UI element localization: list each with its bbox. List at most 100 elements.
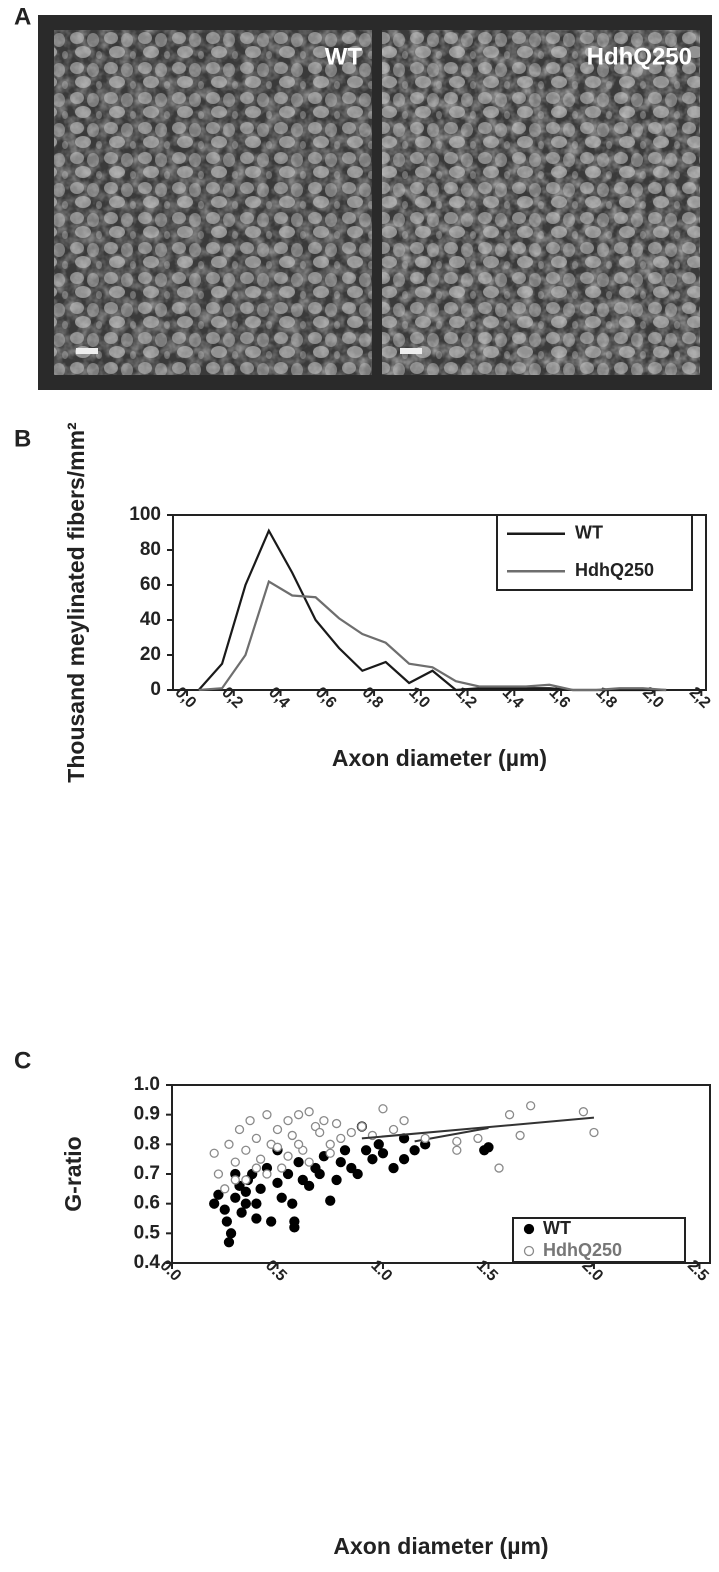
scatter-point [346, 1162, 357, 1174]
scatter-point [314, 1168, 325, 1180]
scatter-point [357, 1121, 367, 1132]
scatter-point [319, 1115, 329, 1126]
plot-area [172, 514, 707, 691]
scatter-point [277, 1163, 287, 1173]
scatter-point [398, 1154, 410, 1165]
scatter-point [272, 1124, 283, 1135]
scatter-point [578, 1107, 589, 1117]
scatter-point [230, 1192, 241, 1203]
x-tick-label: 2,2 [686, 684, 714, 712]
legend-label: WT [575, 523, 603, 543]
y-tick-label: 80 [140, 539, 161, 560]
scatter-point [367, 1154, 378, 1165]
scatter-point [303, 1180, 315, 1192]
scatter-point [346, 1127, 356, 1138]
legend-swatch [523, 1245, 535, 1257]
scatter-point [283, 1151, 293, 1161]
scatter-point [241, 1145, 251, 1155]
y-tick-label: 0.4 [134, 1252, 161, 1273]
scatter-point [589, 1127, 599, 1138]
scatter-point [225, 1228, 237, 1239]
scatter-point [377, 1148, 389, 1159]
scatter-point [483, 1142, 494, 1153]
scatter-point [325, 1148, 335, 1158]
y-tick-label: 0 [150, 679, 161, 700]
scatter-point [255, 1154, 266, 1164]
scatter-point [315, 1127, 325, 1138]
scatter-point [335, 1156, 346, 1168]
scatter-point [251, 1163, 262, 1173]
scatter-point [272, 1142, 283, 1152]
scatter-point [336, 1133, 346, 1144]
scatter-point [331, 1174, 342, 1186]
x-tick-label: 2.5 [684, 1257, 712, 1285]
scatter-point [304, 1107, 314, 1117]
scatter-point [293, 1156, 304, 1168]
scatter-point [287, 1130, 297, 1141]
scale-bar [400, 348, 422, 354]
x-tick-label: 0,0 [171, 684, 199, 712]
scatter-point [494, 1163, 504, 1173]
scatter-point [360, 1145, 372, 1156]
scatter-point [262, 1169, 272, 1179]
scatter-point [251, 1198, 262, 1209]
scatter-point [209, 1148, 219, 1158]
legend-box [496, 514, 693, 591]
scatter-point [331, 1118, 342, 1129]
scatter-point [266, 1216, 277, 1227]
series-line [198, 579, 667, 692]
y-tick-label: 60 [140, 574, 161, 595]
x-tick-label: 0,4 [265, 684, 293, 712]
scatter-point [240, 1198, 251, 1209]
micrograph-texture [54, 30, 372, 375]
y-tick-label: 0.8 [134, 1133, 160, 1154]
scatter-point [282, 1168, 294, 1180]
legend-label: WT [543, 1218, 571, 1238]
y-axis-title: Thousand meylinated fibers/mm² [63, 422, 89, 783]
scatter-point [276, 1192, 287, 1203]
scatter-point [526, 1101, 536, 1111]
micrograph-label: HdhQ250 [587, 43, 692, 70]
x-axis-title: Axon diameter (µm) [333, 1533, 548, 1559]
x-tick-label: 0,6 [312, 684, 340, 712]
micrograph-label: WT [325, 43, 363, 70]
scatter-point [473, 1133, 483, 1144]
y-tick-label: 20 [140, 644, 161, 665]
scatter-point [388, 1124, 399, 1135]
x-axis-title: Axon diameter (µm) [332, 745, 547, 771]
scatter-point [245, 1115, 255, 1126]
scatter-point [452, 1136, 462, 1147]
scatter-point [293, 1139, 304, 1149]
y-tick-label: 0.5 [134, 1222, 161, 1243]
scatter-point [293, 1110, 304, 1120]
scatter-point [219, 1204, 230, 1215]
scatter-point [378, 1104, 388, 1114]
scatter-point [297, 1174, 308, 1186]
scatter-point [373, 1139, 384, 1150]
scatter-point [289, 1216, 300, 1227]
legend-label: HdhQ250 [575, 560, 654, 580]
scatter-point [220, 1184, 230, 1194]
chart: 0.40.50.60.70.80.91.00.0 0.5 1.0 1.5 2.0 2.5G… [60, 1074, 712, 1559]
scatter-point [283, 1115, 293, 1126]
x-tick-label: 0.0 [156, 1257, 184, 1285]
scatter-point [272, 1177, 283, 1189]
micrograph-texture [382, 30, 700, 375]
scatter-point [325, 1195, 336, 1206]
x-tick-label: 0.5 [262, 1257, 290, 1285]
scatter-point [234, 1124, 245, 1135]
scatter-point [241, 1175, 251, 1185]
scatter-point [230, 1175, 240, 1185]
scatter-point [420, 1133, 430, 1144]
scatter-point [352, 1168, 363, 1180]
scatter-point [339, 1145, 351, 1156]
panel-label: B [14, 425, 31, 452]
legend-box [512, 1217, 686, 1263]
scatter-point [236, 1207, 247, 1218]
scatter-point [409, 1145, 420, 1156]
scatter-point [304, 1157, 314, 1167]
scatter-point [213, 1169, 224, 1179]
